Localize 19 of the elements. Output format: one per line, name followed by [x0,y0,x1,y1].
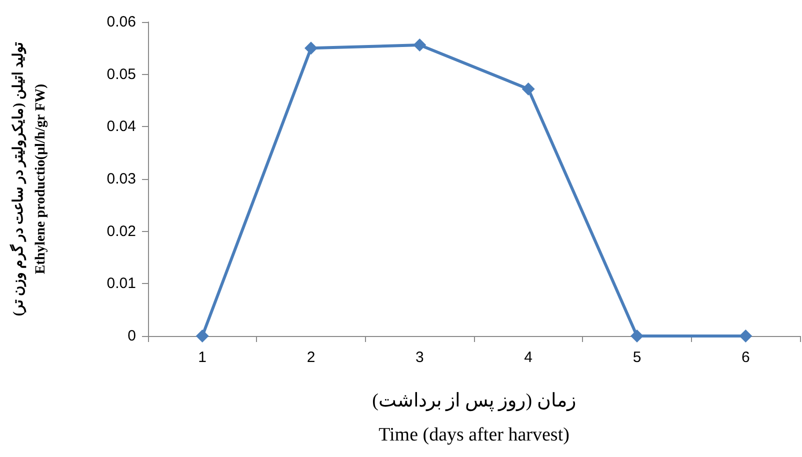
y-tick-label: 0.01 [106,275,136,292]
x-tick-label: 3 [415,349,424,366]
point [630,330,644,342]
y-tick-label: 0.06 [106,14,136,30]
y-tick-label: 0.05 [106,66,136,83]
point [196,330,209,342]
point [739,330,752,342]
point [413,38,426,52]
y-tick-label: 0.04 [106,118,136,136]
x-tick-label: 2 [306,349,316,366]
point [522,82,535,96]
y-tick-label: 0.02 [106,222,136,240]
point [304,42,318,55]
x-tick-label: 1 [198,349,207,366]
y-tick-label: 0 [128,328,136,344]
x-tick-label: 6 [741,349,750,366]
x-tick-label: 5 [632,349,642,366]
y-tick-label: 0.03 [106,170,136,188]
x-tick-label: 4 [524,349,533,366]
